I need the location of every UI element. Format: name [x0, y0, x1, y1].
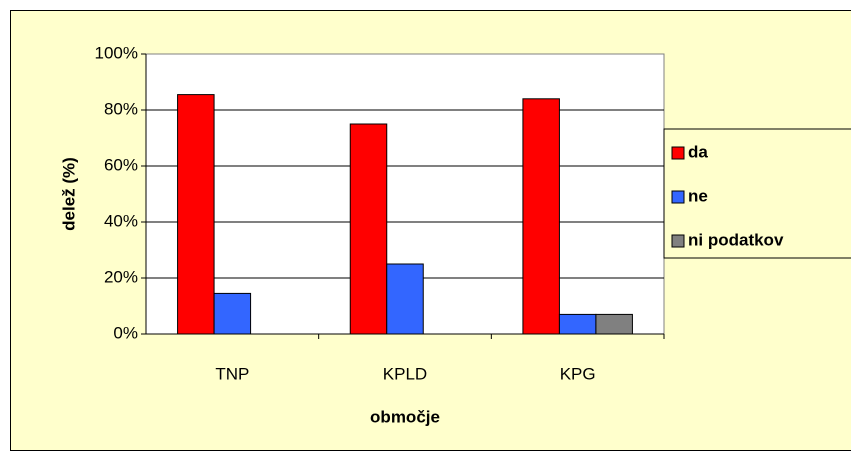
- y-tick-label: 80%: [104, 99, 138, 118]
- legend: [663, 128, 851, 259]
- legend-swatch: [671, 190, 685, 204]
- y-tick-label: 60%: [104, 155, 138, 174]
- bar: [386, 263, 424, 335]
- bar: [558, 313, 597, 335]
- y-tick-label: 40%: [104, 211, 138, 230]
- legend-label: da: [688, 142, 708, 161]
- x-tick-label: TNP: [215, 364, 249, 383]
- bar: [595, 313, 633, 335]
- legend-swatch: [671, 234, 685, 248]
- legend-label: ne: [688, 186, 708, 205]
- bar: [177, 94, 215, 335]
- bar: [522, 98, 560, 335]
- bar: [213, 292, 252, 335]
- y-tick-label: 0%: [113, 323, 138, 342]
- bar: [349, 123, 388, 335]
- x-tick-label: KPLD: [383, 364, 427, 383]
- y-axis-label: delež (%): [59, 157, 78, 231]
- x-axis-label: območje: [370, 407, 440, 426]
- y-tick-label: 100%: [95, 43, 138, 62]
- x-tick-label: KPG: [560, 364, 596, 383]
- y-tick-label: 20%: [104, 267, 138, 286]
- legend-label: ni podatkov: [688, 230, 784, 249]
- legend-swatch: [671, 146, 685, 160]
